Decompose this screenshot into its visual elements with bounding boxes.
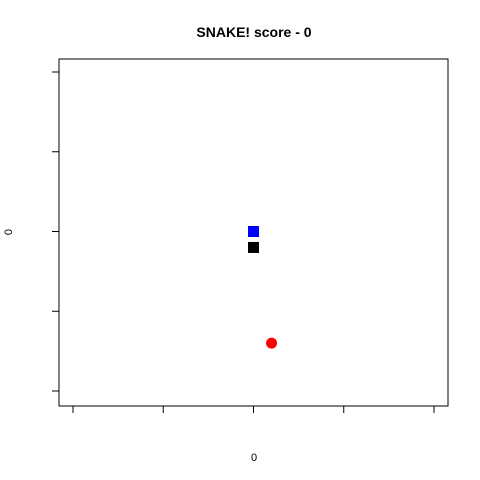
game-title: SNAKE! score - 0 <box>196 24 311 40</box>
snake-body-segment <box>248 241 259 253</box>
food-apple <box>266 337 278 349</box>
y-axis-label: 0 <box>3 229 15 235</box>
food-layer <box>266 337 278 349</box>
snake <box>248 226 259 253</box>
snake-head <box>248 226 259 237</box>
x-axis-ticks <box>72 406 435 413</box>
x-axis-label: 0 <box>251 452 257 464</box>
y-axis-ticks <box>52 71 59 392</box>
